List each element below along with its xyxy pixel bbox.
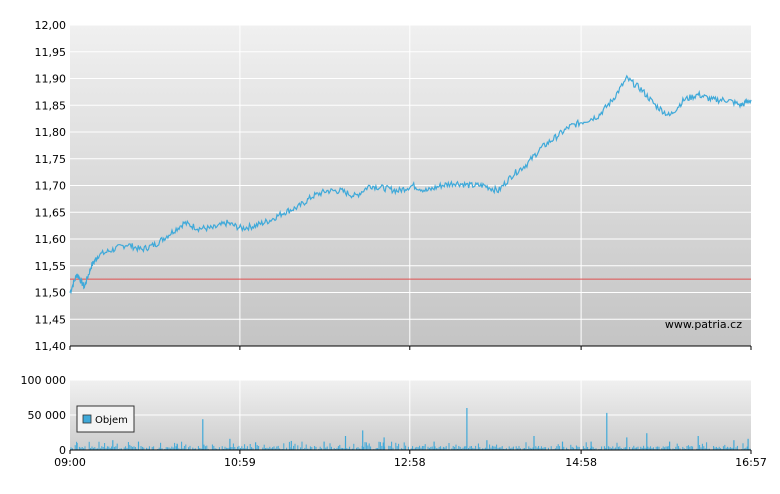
price-y-tick-label: 11,85 [35,99,67,112]
price-y-tick-label: 11,45 [35,313,67,326]
x-tick-label: 09:00 [54,456,86,469]
watermark: www.patria.cz [665,318,742,331]
x-tick-label: 16:57 [735,456,767,469]
volume-y-tick-label: 0 [59,444,66,457]
volume-x-tick-labels: 09:00 10:59 12:58 14:58 16:57 [54,450,767,469]
price-y-tick-label: 11,40 [35,340,67,353]
price-y-tick-label: 11,50 [35,287,67,300]
x-tick-label: 14:58 [565,456,597,469]
volume-y-tick-label: 100 000 [21,374,67,387]
price-y-tick-label: 11,95 [35,46,67,59]
volume-bars [70,408,751,450]
price-y-tick-label: 12,00 [35,19,67,32]
price-y-tick-label: 11,60 [35,233,67,246]
x-tick-label: 12:58 [394,456,426,469]
price-y-tick-label: 11,70 [35,180,67,193]
price-y-tick-label: 11,65 [35,206,67,219]
price-grid [70,24,751,347]
volume-y-tick-labels: 0 50 000 100 000 [21,374,67,457]
price-series-line [69,74,752,295]
price-y-tick-label: 11,55 [35,260,67,273]
x-tick-label: 10:59 [224,456,256,469]
volume-legend: Objem [76,405,135,433]
price-y-tick-label: 11,80 [35,126,67,139]
price-y-tick-label: 11,90 [35,73,67,86]
price-x-ticks [69,346,752,350]
volume-y-tick-label: 50 000 [28,409,67,422]
legend-label: Objem [95,415,128,426]
price-y-tick-labels: 11,40 11,45 11,50 11,55 11,60 11,65 11,70 11,75… [35,19,67,353]
price-y-tick-label: 11,75 [35,153,67,166]
legend-swatch [82,414,92,424]
